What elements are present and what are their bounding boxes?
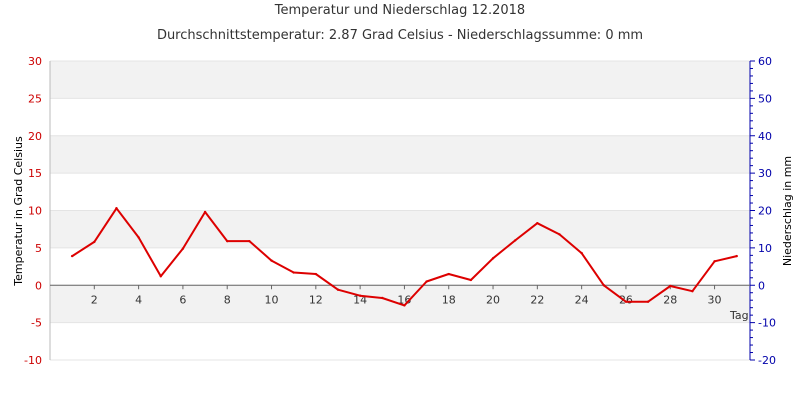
temperature-point <box>115 207 118 210</box>
temperature-point <box>469 278 473 282</box>
y-tick-label-right: -10 <box>758 317 776 330</box>
y-tick-label-right: -20 <box>758 354 776 367</box>
temperature-point <box>646 300 650 303</box>
y-tick-label-right: 60 <box>758 55 772 68</box>
x-tick-label: 24 <box>575 293 589 306</box>
x-axis-label: Tag <box>729 309 749 322</box>
temperature-point <box>447 272 450 276</box>
x-tick-label: 12 <box>309 293 323 306</box>
background-band <box>50 173 750 211</box>
y-tick-label-right: 30 <box>758 167 772 180</box>
y-tick-label-left: 30 <box>28 55 42 68</box>
x-tick-label: 30 <box>708 293 722 306</box>
temperature-point <box>580 251 583 255</box>
x-tick-label: 18 <box>442 293 456 306</box>
temperature-point <box>159 275 162 278</box>
temperature-point <box>513 239 517 242</box>
y-tick-label-left: 15 <box>28 167 42 180</box>
series-layer <box>70 207 738 307</box>
x-tick-label: 4 <box>135 293 142 306</box>
temperature-point <box>358 294 362 297</box>
temperature-point <box>691 290 694 293</box>
chart-subtitle: Durchschnittstemperatur: 2.87 Grad Celsi… <box>156 28 644 43</box>
background-bands <box>50 61 750 360</box>
x-tick-label: 8 <box>224 293 231 306</box>
temperature-point <box>558 233 561 236</box>
temperature-point <box>93 240 96 244</box>
y-axis-label-right: Niederschlag in mm <box>781 156 794 266</box>
temperature-point <box>314 272 318 276</box>
x-tick-label: 28 <box>663 293 677 306</box>
y-tick-label-left: 10 <box>28 205 42 218</box>
background-band <box>50 247 750 286</box>
temperature-point <box>336 288 340 291</box>
temperature-point <box>248 239 251 243</box>
x-tick-label: 2 <box>91 293 98 306</box>
x-tick-label: 6 <box>179 293 186 306</box>
temperature-point <box>226 239 229 243</box>
x-tick-label: 26 <box>619 293 633 306</box>
temperature-point <box>270 259 273 262</box>
temperature-point <box>292 271 295 274</box>
y-tick-label-right: 50 <box>758 92 772 105</box>
y-tick-label-left: 0 <box>35 279 42 292</box>
x-tick-label: 10 <box>265 293 279 306</box>
y-tick-label-right: 40 <box>758 130 772 143</box>
temperature-point <box>381 296 384 300</box>
x-tick-label: 22 <box>530 293 544 306</box>
y-tick-label-right: 10 <box>758 242 772 255</box>
background-band <box>50 61 750 99</box>
background-band <box>50 98 750 136</box>
temperature-point <box>536 222 539 225</box>
background-band <box>50 135 750 174</box>
y-tick-label-right: 0 <box>758 279 765 292</box>
temperature-point <box>137 236 140 239</box>
temperature-point <box>425 280 428 283</box>
temperature-point <box>403 304 406 307</box>
temperature-point <box>602 284 605 287</box>
temperature-point <box>70 254 74 258</box>
temperature-point <box>491 257 495 260</box>
temperature-point <box>669 284 672 288</box>
y-tick-label-left: 5 <box>35 242 42 255</box>
temperature-point <box>713 260 716 263</box>
y-tick-label-left: -10 <box>24 354 42 367</box>
y-tick-label-left: 25 <box>28 92 42 105</box>
temperature-point <box>181 247 185 250</box>
y-tick-label-left: 20 <box>28 130 42 143</box>
background-band <box>50 210 750 248</box>
temperature-point <box>735 254 738 258</box>
background-band <box>50 322 750 360</box>
axes <box>49 60 755 361</box>
x-tick-label: 20 <box>486 293 500 306</box>
y-tick-label-right: 20 <box>758 205 772 218</box>
temperature-point <box>624 300 628 303</box>
chart-title: Temperatur und Niederschlag 12.2018 <box>274 3 526 18</box>
y-axis-label-left: Temperatur in Grad Celsius <box>12 136 25 287</box>
y-tick-label-left: -5 <box>31 317 42 330</box>
temperature-point <box>203 210 207 214</box>
